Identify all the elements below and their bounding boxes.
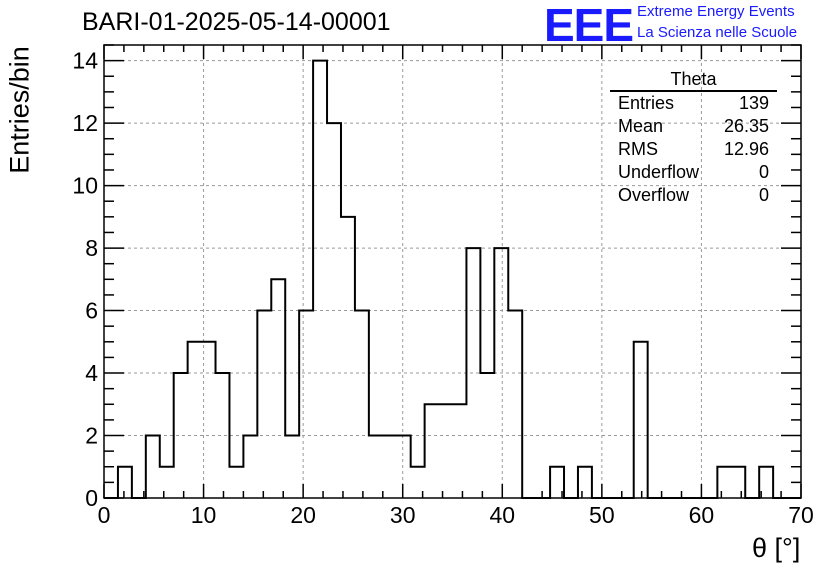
stats-row-mean: Mean 26.35 bbox=[610, 115, 777, 138]
histogram-bin bbox=[118, 467, 132, 498]
histogram-bin bbox=[313, 61, 327, 498]
stats-title: Theta bbox=[610, 68, 777, 92]
histogram-bin bbox=[216, 373, 230, 498]
histogram-bin bbox=[299, 311, 313, 498]
y-tick-label: 4 bbox=[85, 360, 98, 386]
stats-label: RMS bbox=[618, 139, 658, 159]
chart-title: BARI-01-2025-05-14-00001 bbox=[82, 8, 391, 36]
histogram-bin bbox=[341, 217, 355, 498]
logo-line-2: La Scienza nelle Scuole bbox=[637, 24, 798, 41]
stats-row-rms: RMS 12.96 bbox=[610, 138, 777, 161]
histogram-bin bbox=[146, 436, 160, 498]
histogram-bin bbox=[717, 467, 731, 498]
stats-box: Theta Entries 139 Mean 26.35 RMS 12.96 U… bbox=[610, 68, 777, 207]
stats-value: 26.35 bbox=[723, 116, 769, 136]
x-tick-label: 0 bbox=[98, 502, 111, 528]
histogram-bin bbox=[243, 436, 257, 498]
stats-row-entries: Entries 139 bbox=[610, 92, 777, 115]
histogram-bin bbox=[257, 311, 271, 498]
x-tick-label: 20 bbox=[290, 502, 316, 528]
histogram-bin bbox=[731, 467, 745, 498]
stats-label: Overflow bbox=[618, 185, 690, 205]
stats-row-underflow: Underflow 0 bbox=[610, 161, 777, 184]
histogram-bin bbox=[174, 373, 188, 498]
y-tick-label: 10 bbox=[72, 173, 98, 199]
y-tick-label: 6 bbox=[85, 298, 98, 324]
histogram-bin bbox=[229, 467, 243, 498]
logo-line-1: Extreme Energy Events bbox=[637, 3, 795, 20]
histogram-bin bbox=[160, 467, 174, 498]
histogram-bin bbox=[578, 467, 592, 498]
x-axis-label: θ [°] bbox=[752, 533, 801, 563]
x-tick-label: 40 bbox=[489, 502, 515, 528]
histogram-bin bbox=[634, 342, 648, 498]
x-tick-label: 50 bbox=[589, 502, 615, 528]
histogram-bin bbox=[508, 311, 522, 498]
histogram-bin bbox=[425, 404, 439, 498]
histogram-bin bbox=[439, 404, 453, 498]
plot-frame bbox=[103, 44, 802, 499]
y-tick-label: 12 bbox=[72, 110, 98, 136]
x-tick-label: 30 bbox=[390, 502, 416, 528]
histogram-bin bbox=[271, 279, 285, 498]
stats-value: 12.96 bbox=[723, 139, 769, 159]
histogram-bin bbox=[285, 436, 299, 498]
stats-row-overflow: Overflow 0 bbox=[610, 184, 777, 207]
histogram-bin bbox=[383, 436, 397, 498]
stats-value: 139 bbox=[738, 93, 769, 113]
eee-logo: EEE bbox=[544, 0, 634, 51]
histogram-bin bbox=[397, 436, 411, 498]
histogram-bin bbox=[369, 436, 383, 498]
x-tick-label: 70 bbox=[788, 502, 814, 528]
y-tick-label: 8 bbox=[85, 235, 98, 261]
stats-value: 0 bbox=[758, 162, 769, 182]
stats-label: Entries bbox=[618, 93, 675, 113]
histogram-bin bbox=[355, 311, 369, 498]
histogram-bin bbox=[188, 342, 202, 498]
y-tick-label: 2 bbox=[85, 423, 98, 449]
x-tick-label: 10 bbox=[191, 502, 217, 528]
histogram-bin bbox=[453, 404, 467, 498]
stats-value: 0 bbox=[758, 185, 769, 205]
y-tick-label: 0 bbox=[85, 485, 98, 511]
x-tick-label: 60 bbox=[689, 502, 715, 528]
stats-label: Underflow bbox=[618, 162, 700, 182]
y-tick-label: 14 bbox=[72, 48, 98, 74]
stats-label: Mean bbox=[618, 116, 664, 136]
